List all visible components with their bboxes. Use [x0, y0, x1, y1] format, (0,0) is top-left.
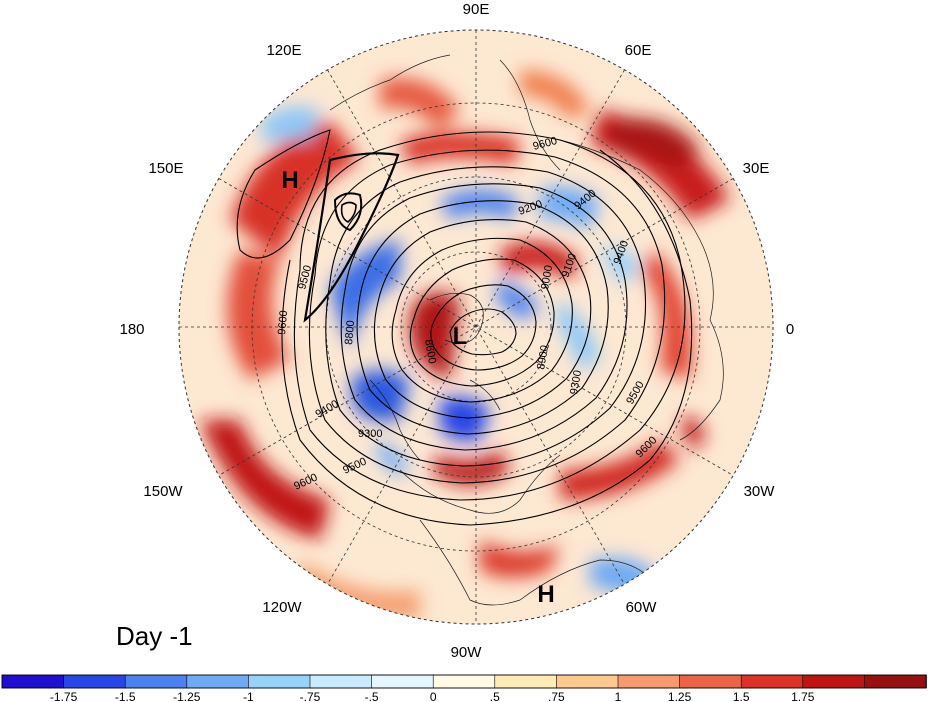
contour-label: 8900: [535, 344, 551, 370]
colorbar-swatch: [864, 674, 927, 689]
lon-label-0: 0: [786, 321, 794, 338]
lon-label-30w: 30W: [744, 483, 776, 500]
colorbar-outline: [1, 674, 927, 689]
lon-label-30e: 30E: [743, 160, 770, 177]
contour-label: 9300: [568, 369, 584, 395]
lon-label-90e: 90E: [463, 1, 490, 18]
colorbar-tick-label: -.75: [300, 690, 321, 702]
colorbar-tick-label: .5: [490, 690, 500, 702]
colorbar-swatch: [1, 674, 65, 689]
colorbar-swatch: [432, 674, 496, 689]
colorbar-swatch: [309, 674, 373, 689]
colorbar-tick-label: 1.5: [733, 690, 750, 702]
colorbar-tick-label: -1.5: [115, 690, 136, 702]
colorbar-swatch: [740, 674, 804, 689]
map-boundary: [178, 29, 774, 625]
lon-label-90w: 90W: [451, 644, 483, 661]
colorbar-tick-label: 1.75: [791, 690, 815, 702]
colorbar-tick-label: 1.25: [668, 690, 692, 702]
lon-label-60e: 60E: [625, 42, 652, 59]
lon-label-120w: 120W: [262, 599, 302, 616]
contour-label: 8600: [422, 338, 438, 364]
contour-label: 9300: [358, 428, 382, 440]
lon-label-180: 180: [119, 321, 144, 338]
contour-label: 8800: [343, 320, 357, 345]
colorbar-swatch: [124, 674, 188, 689]
colorbar-swatch: [617, 674, 681, 689]
low-pressure-marker: L: [453, 323, 468, 350]
day-label: Day -1: [116, 621, 193, 651]
colorbar-tick-label: 0: [430, 690, 437, 702]
contour-label: 9600: [276, 310, 290, 335]
height-contours: [236, 129, 693, 526]
colorbar-swatch: [186, 674, 250, 689]
lon-label-150w: 150W: [143, 483, 183, 500]
colorbar-tick-label: -1: [243, 690, 254, 702]
lon-label-120e: 120E: [266, 42, 301, 59]
colorbar: -1.75 -1.5 -1.25 -1 -.75 -.5 0 .5 .75 1 1.25 1.5 1.7…: [1, 674, 927, 702]
lon-label-150e: 150E: [148, 160, 183, 177]
colorbar-tick-label: -1.75: [50, 690, 78, 702]
longitude-labels: 90E 60E 30E 0 30W 60W 90W 120W 150W 180 …: [119, 1, 794, 661]
contour-label: 9000: [539, 264, 555, 290]
high-pressure-marker: H: [281, 167, 298, 194]
colorbar-tick-label: -1.25: [173, 690, 201, 702]
colorbar-swatch: [679, 674, 742, 689]
colorbar-tick-label: -.5: [365, 690, 379, 702]
colorbar-swatch: [248, 674, 311, 689]
graticule: [179, 30, 773, 624]
colorbar-swatch: [802, 674, 866, 689]
colorbar-tick-label: .75: [548, 690, 565, 702]
colorbar-swatch: [556, 674, 619, 689]
colorbar-swatch: [63, 674, 126, 689]
colorbar-swatch: [371, 674, 435, 689]
lon-label-60w: 60W: [626, 599, 658, 616]
colorbar-swatch: [494, 674, 558, 689]
high-pressure-marker: H: [537, 581, 554, 608]
colorbar-tick-label: 1: [615, 690, 622, 702]
